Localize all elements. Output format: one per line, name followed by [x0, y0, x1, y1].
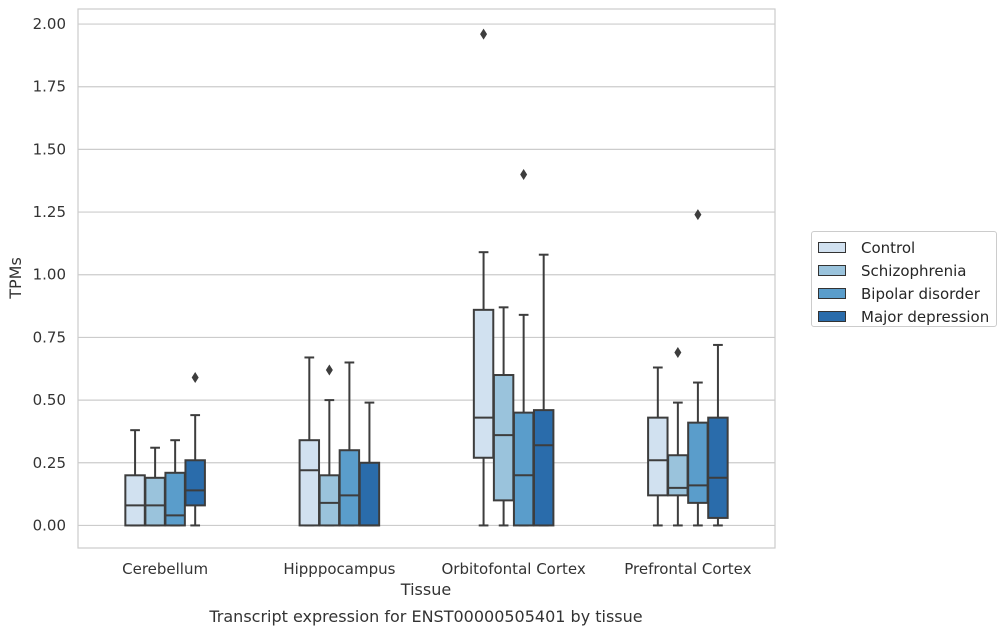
box-group [358, 401, 381, 527]
legend-item-bipolar-disorder: Bipolar disorder [818, 282, 996, 305]
box-group [647, 366, 669, 527]
x-tick-label: Orbitofontal Cortex [442, 560, 586, 578]
box [492, 374, 515, 502]
box [512, 411, 535, 527]
x-tick-label: Cerebellum [122, 560, 208, 578]
legend: Control Schizophrenia Bipolar disorder M… [811, 231, 997, 327]
x-tick-label: Hipppocampus [283, 560, 395, 578]
outlier-marker [480, 28, 488, 40]
legend-label-schizophrenia: Schizophrenia [861, 261, 967, 280]
legend-swatch-schizophrenia [818, 265, 846, 276]
box [318, 474, 341, 527]
box [124, 474, 146, 527]
y-axis-title: TPMs [6, 257, 25, 300]
legend-item-major-depression: Major depression [818, 305, 996, 328]
legend-label-control: Control [861, 238, 916, 257]
box [707, 416, 729, 519]
y-tick-label: 1.00 [33, 266, 66, 284]
box-group [164, 439, 186, 527]
box [338, 449, 361, 527]
box-group [667, 346, 689, 527]
legend-item-control: Control [818, 236, 996, 259]
outlier-marker [520, 168, 528, 180]
outlier-marker [325, 364, 333, 376]
y-tick-label: 0.75 [33, 328, 66, 346]
box [532, 409, 555, 527]
box [358, 461, 381, 527]
chart-title: Transcript expression for ENST0000050540… [208, 607, 642, 626]
y-tick-label: 0.50 [33, 391, 66, 409]
x-axis-title: Tissue [400, 580, 451, 599]
box-group [338, 361, 361, 527]
legend-label-bipolar-disorder: Bipolar disorder [861, 284, 980, 303]
box-group [512, 168, 535, 527]
box-groups [124, 28, 729, 527]
box [667, 454, 689, 497]
box-group [707, 343, 729, 527]
box-group [492, 306, 515, 527]
outlier-marker [674, 346, 682, 358]
box [164, 471, 186, 527]
box [184, 459, 206, 507]
grid-lines [78, 23, 775, 527]
box-group [124, 429, 146, 527]
plot-area-frame [77, 8, 776, 549]
box [647, 416, 669, 497]
box-group [318, 364, 341, 527]
box-group [144, 446, 166, 527]
box [472, 308, 495, 459]
legend-label-major-depression: Major depression [861, 307, 990, 326]
outlier-marker [191, 372, 199, 384]
box [144, 476, 166, 527]
y-tick-label: 1.50 [33, 140, 66, 158]
legend-swatch-major-depression [818, 311, 846, 322]
box-group [687, 209, 709, 527]
box [298, 439, 321, 527]
box [687, 421, 709, 504]
x-tick-label: Prefrontal Cortex [624, 560, 751, 578]
y-tick-labels: 0.00 0.25 0.50 0.75 1.00 1.25 1.50 1.75 2.00 [33, 15, 66, 534]
box-group [532, 253, 555, 527]
legend-swatch-control [818, 242, 846, 253]
box-group [472, 28, 495, 527]
y-tick-label: 0.00 [33, 516, 66, 534]
legend-item-schizophrenia: Schizophrenia [818, 259, 996, 282]
y-tick-label: 0.25 [33, 454, 66, 472]
outlier-marker [694, 209, 702, 221]
y-tick-label: 1.75 [33, 78, 66, 96]
legend-swatch-bipolar-disorder [818, 288, 846, 299]
y-tick-label: 1.25 [33, 203, 66, 221]
x-tick-labels: Cerebellum Hipppocampus Orbitofontal Corte… [122, 560, 751, 578]
y-tick-label: 2.00 [33, 15, 66, 33]
box-group [184, 372, 206, 527]
box-group [298, 356, 321, 527]
